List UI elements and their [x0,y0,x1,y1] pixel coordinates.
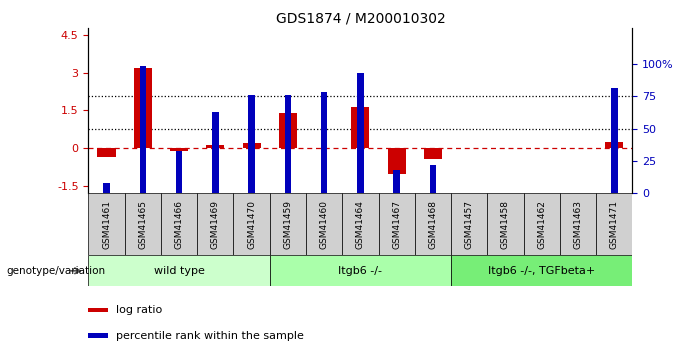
Bar [134,68,152,148]
Bar [321,92,327,193]
Bar [88,193,124,255]
Bar [243,142,260,148]
Text: GSM41462: GSM41462 [537,200,546,249]
Bar [270,255,451,286]
Bar [88,308,108,312]
Bar [306,193,342,255]
Bar [524,193,560,255]
Text: GSM41463: GSM41463 [573,200,583,249]
Bar [97,148,116,157]
Bar [611,88,617,193]
Text: GSM41458: GSM41458 [501,200,510,249]
Text: GSM41461: GSM41461 [102,200,111,249]
Text: GSM41460: GSM41460 [320,200,328,249]
Bar [596,193,632,255]
Text: GSM41469: GSM41469 [211,200,220,249]
Bar [176,150,182,193]
Bar [488,193,524,255]
Bar [560,193,596,255]
Bar [88,333,108,337]
Text: GSM41464: GSM41464 [356,200,365,249]
Bar [415,193,451,255]
Bar [103,183,109,193]
Bar [352,107,369,148]
Bar [206,145,224,148]
Bar [170,148,188,151]
Text: Itgb6 -/-: Itgb6 -/- [339,266,382,276]
Bar [388,148,406,174]
Bar [394,170,400,193]
Bar [161,193,197,255]
Title: GDS1874 / M200010302: GDS1874 / M200010302 [275,11,445,25]
Text: GSM41467: GSM41467 [392,200,401,249]
Bar [357,73,364,193]
Bar [285,95,291,193]
Bar [342,193,379,255]
Bar [212,112,218,193]
Text: GSM41465: GSM41465 [138,200,148,249]
Bar [424,148,442,159]
Bar [430,165,436,193]
Text: GSM41470: GSM41470 [247,200,256,249]
Text: Itgb6 -/-, TGFbeta+: Itgb6 -/-, TGFbeta+ [488,266,596,276]
Text: genotype/variation: genotype/variation [7,266,106,276]
Bar [605,142,624,148]
Bar [279,113,297,148]
Text: GSM41459: GSM41459 [284,200,292,249]
Bar [248,95,255,193]
Text: percentile rank within the sample: percentile rank within the sample [116,331,304,341]
Bar [270,193,306,255]
Text: GSM41457: GSM41457 [464,200,474,249]
Text: GSM41466: GSM41466 [175,200,184,249]
Text: wild type: wild type [154,266,205,276]
Text: GSM41471: GSM41471 [610,200,619,249]
Bar [124,193,161,255]
Bar [451,255,632,286]
Bar [88,255,270,286]
Bar [233,193,270,255]
Bar [451,193,488,255]
Bar [197,193,233,255]
Bar [379,193,415,255]
Bar [139,66,146,193]
Text: GSM41468: GSM41468 [428,200,437,249]
Text: log ratio: log ratio [116,305,163,315]
